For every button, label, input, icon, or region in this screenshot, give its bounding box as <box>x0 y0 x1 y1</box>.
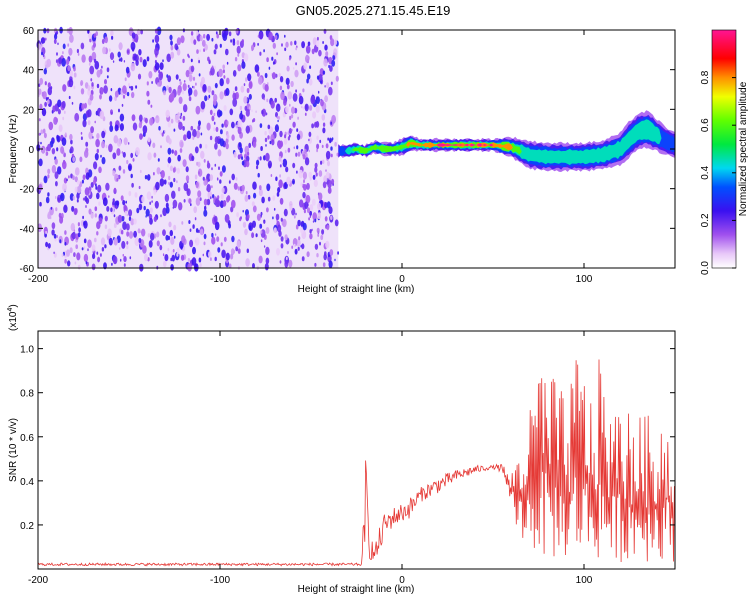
spectrogram-xtick-label: 100 <box>576 274 593 285</box>
spectrogram-ytick-label: 60 <box>23 26 35 37</box>
colorbar-tick-label: 0.6 <box>700 118 711 132</box>
colorbar-tick-label: 0.0 <box>700 261 711 275</box>
snr-panel: -200 -100 0 100 0.2 0.4 0.6 0.8 1.0 Height of st… <box>7 304 676 595</box>
snr-xlabel: Height of straight line (km) <box>298 584 415 595</box>
spectrogram-xtick-label: -100 <box>210 274 230 285</box>
snr-line <box>37 359 675 567</box>
spectrogram-ylabel: Frequency (Hz) <box>8 115 19 184</box>
spectrogram-ytick-label: 0 <box>28 145 34 156</box>
spectrogram-ytick-label: -60 <box>20 264 35 275</box>
snr-frame <box>37 330 676 570</box>
snr-ytick-label: 0.6 <box>20 433 34 444</box>
snr-scale-label: (x104) <box>7 304 19 331</box>
signal-ridge <box>338 110 675 172</box>
snr-ytick-label: 1.0 <box>20 345 34 356</box>
snr-scale-close: ) <box>8 304 19 307</box>
colorbar-frame <box>711 29 737 269</box>
colorbar: 0.0 0.2 0.4 0.6 0.8 Normalized spectral ampl… <box>700 29 749 275</box>
snr-ytick-label: 0.2 <box>20 521 34 532</box>
ridge-layer-4 <box>338 129 675 157</box>
snr-xtick-label: -100 <box>210 575 230 586</box>
noise-speckle <box>36 26 339 272</box>
colorbar-scale <box>712 30 736 268</box>
spectrogram-ytick-label: -20 <box>20 185 35 196</box>
colorbar-tick-label: 0.2 <box>700 213 711 227</box>
colorbar-label: Normalized spectral amplitude <box>738 81 749 216</box>
snr-xtick-label: 100 <box>576 575 593 586</box>
spectrogram-ytick-label: -40 <box>20 224 35 235</box>
snr-scale-prefix: (x10 <box>8 311 19 331</box>
snr-ytick-label: 0.4 <box>20 477 34 488</box>
noise-background <box>38 30 339 268</box>
spectrogram-xtick-label: 0 <box>399 274 405 285</box>
colorbar-tick-label: 0.4 <box>700 165 711 179</box>
svg-text:(x104): (x104) <box>7 304 19 331</box>
spectrogram-ytick-label: 20 <box>23 105 35 116</box>
colorbar-tick-label: 0.8 <box>700 70 711 84</box>
figure-title: GN05.2025.271.15.45.E19 <box>296 3 451 18</box>
snr-xtick-label: 0 <box>399 575 405 586</box>
snr-xtick-label: -200 <box>28 575 48 586</box>
snr-ytick-label: 0.8 <box>20 389 34 400</box>
snr-ylabel: SNR (10 * v/v) <box>8 418 19 482</box>
spectrogram-ytick-label: 40 <box>23 66 35 77</box>
snr-scale-exponent: 4 <box>7 308 14 312</box>
spectrogram-xtick-label: -200 <box>28 274 48 285</box>
spectrogram-xlabel: Height of straight line (km) <box>298 284 415 295</box>
